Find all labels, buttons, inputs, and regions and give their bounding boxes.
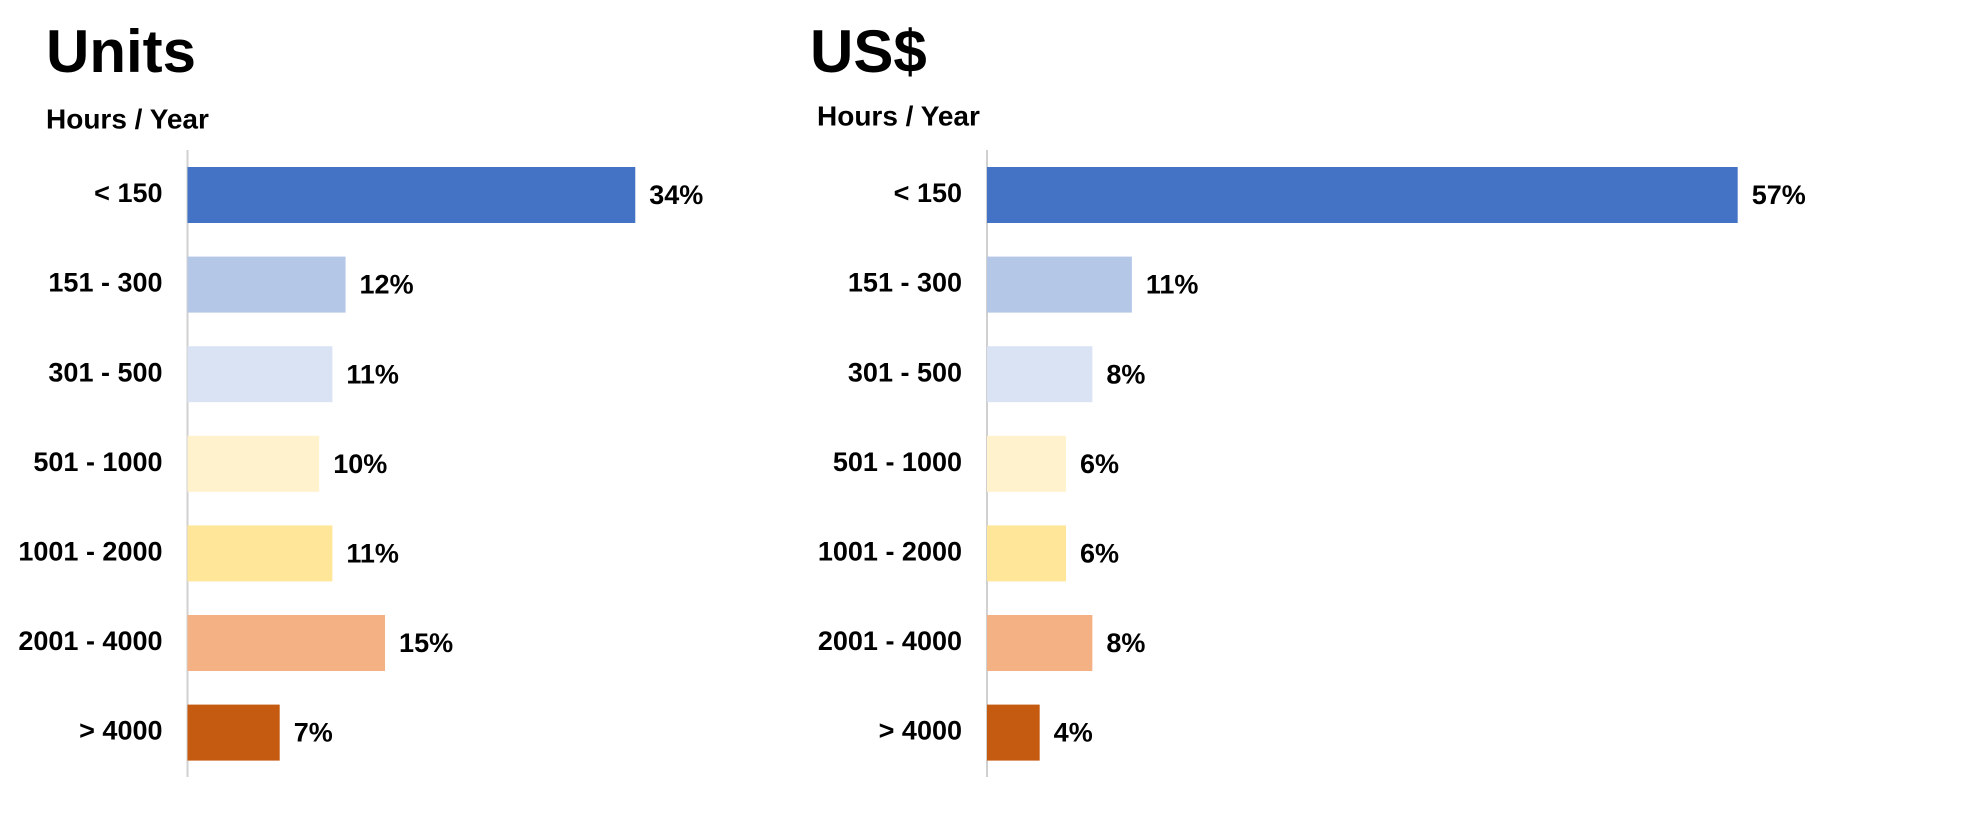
category-label: 301 - 500 — [48, 357, 162, 387]
bar — [987, 346, 1093, 403]
category-label: > 4000 — [879, 716, 962, 746]
bar — [987, 704, 1040, 761]
category-label: 151 - 300 — [848, 268, 962, 298]
bar — [987, 435, 1067, 492]
data-label: 11% — [346, 359, 399, 389]
bar — [187, 435, 320, 492]
data-label: 4% — [1054, 718, 1093, 748]
category-label: 1001 - 2000 — [18, 537, 162, 567]
data-label: 10% — [333, 449, 387, 479]
data-label: 6% — [1080, 539, 1119, 569]
data-label: 11% — [1146, 270, 1199, 300]
bar — [187, 615, 386, 671]
data-label: 8% — [1106, 359, 1145, 389]
bar — [187, 167, 636, 223]
data-label: 11% — [346, 539, 399, 569]
bar — [187, 525, 333, 582]
category-label: 2001 - 4000 — [818, 626, 962, 656]
chart-title: Units — [46, 18, 196, 85]
bar — [187, 256, 346, 313]
bar — [187, 346, 333, 403]
bar — [987, 615, 1093, 671]
category-label: > 4000 — [79, 716, 162, 746]
chart-subtitle: Hours / Year — [46, 103, 209, 134]
category-label: 501 - 1000 — [33, 447, 162, 477]
data-label: 7% — [294, 718, 333, 748]
data-label: 34% — [649, 180, 703, 210]
data-label: 57% — [1752, 180, 1806, 210]
category-label: 501 - 1000 — [833, 447, 962, 477]
chart-title: US$ — [810, 18, 927, 85]
category-label: 301 - 500 — [848, 357, 962, 387]
data-label: 8% — [1106, 628, 1145, 658]
data-label: 6% — [1080, 449, 1119, 479]
category-label: < 150 — [94, 178, 162, 208]
category-label: < 150 — [894, 178, 962, 208]
category-label: 151 - 300 — [48, 268, 162, 298]
bar — [187, 704, 280, 761]
category-label: 1001 - 2000 — [818, 537, 962, 567]
data-label: 15% — [399, 628, 453, 658]
category-label: 2001 - 4000 — [18, 626, 162, 656]
bar — [987, 256, 1132, 313]
bar — [987, 525, 1067, 582]
data-label: 12% — [360, 270, 414, 300]
chart-subtitle: Hours / Year — [817, 100, 980, 131]
bar — [987, 167, 1738, 223]
